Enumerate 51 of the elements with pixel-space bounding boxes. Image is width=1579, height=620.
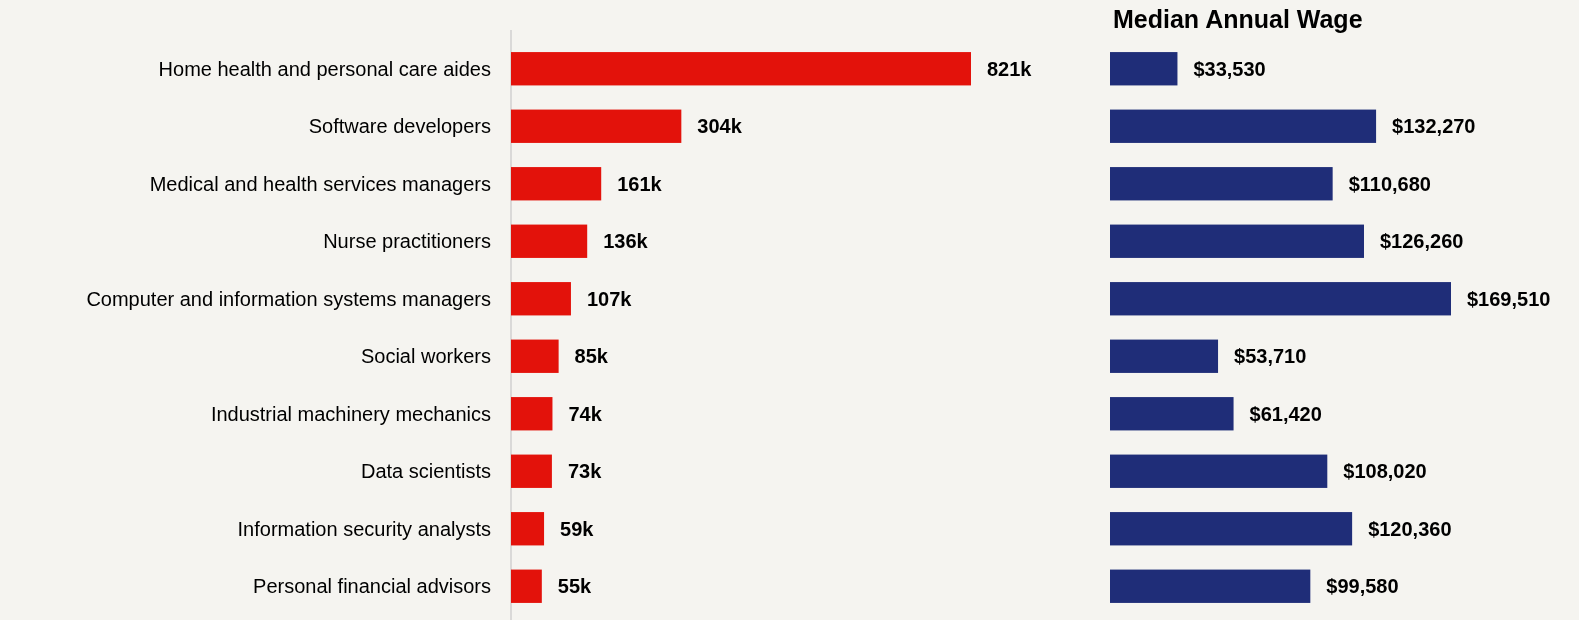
data-label: $169,510 [1467, 287, 1551, 310]
data-label: $132,270 [1392, 115, 1476, 138]
data-label: $99,580 [1326, 575, 1399, 598]
chart-title: Median Annual Wage [1113, 5, 1363, 33]
data-label: 304k [697, 115, 743, 138]
bar [1110, 282, 1451, 316]
data-label: $53,710 [1234, 345, 1307, 368]
category-label: Home health and personal care aides [158, 57, 491, 80]
category-label: Medical and health services managers [149, 172, 491, 195]
bar [1110, 339, 1219, 373]
bar [1110, 224, 1364, 258]
bar [511, 224, 588, 258]
bar [511, 167, 602, 201]
category-label: Industrial machinery mechanics [210, 402, 491, 425]
bar [511, 109, 682, 143]
category-label: Computer and information systems managers [86, 287, 491, 310]
bar [511, 282, 571, 316]
data-label: $126,260 [1379, 230, 1464, 253]
category-label: Social workers [360, 345, 491, 368]
bar [1110, 397, 1234, 431]
bar [511, 52, 971, 86]
bar [511, 569, 542, 603]
bar [511, 397, 553, 431]
data-label: $108,020 [1343, 460, 1427, 483]
category-label: Information security analysts [237, 517, 491, 540]
data-label: $120,360 [1368, 517, 1452, 540]
bar [1110, 569, 1311, 603]
data-label: 85k [574, 345, 609, 368]
bar [511, 512, 545, 546]
category-label: Personal financial advisors [253, 575, 491, 598]
bar [1110, 454, 1328, 488]
data-label: 74k [568, 402, 603, 425]
data-label: 136k [603, 230, 649, 253]
data-label: 55k [557, 575, 593, 598]
data-label: 107k [586, 287, 633, 310]
data-label: 821k [987, 57, 1033, 80]
bar [1110, 52, 1178, 86]
data-label: $110,680 [1348, 172, 1431, 195]
bar [1110, 167, 1333, 201]
data-label: 161k [617, 172, 663, 195]
data-label: $33,530 [1193, 57, 1266, 80]
bar [1110, 109, 1377, 143]
data-label: 73k [567, 460, 603, 483]
data-label: 59k [560, 517, 595, 540]
category-label: Data scientists [360, 460, 491, 483]
bar [511, 454, 552, 488]
data-label: $61,420 [1249, 402, 1322, 425]
category-label: Nurse practitioners [323, 230, 491, 253]
bar [511, 339, 559, 373]
category-label: Software developers [308, 115, 491, 138]
bar [1110, 512, 1353, 546]
